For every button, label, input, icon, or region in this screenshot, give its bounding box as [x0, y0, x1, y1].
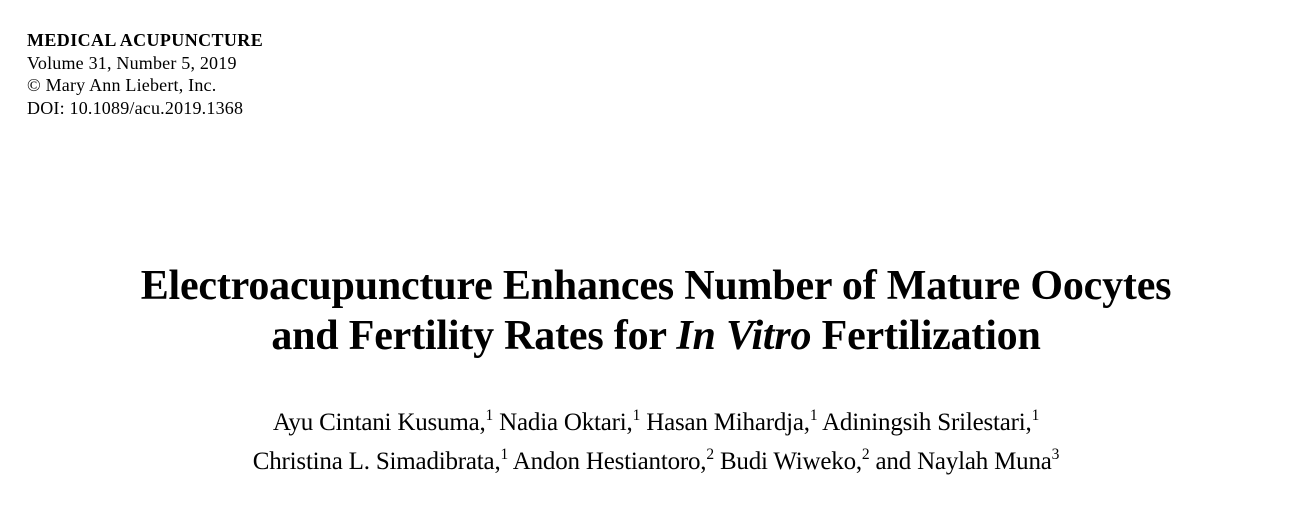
- author-name: Christina L. Simadibrata,: [252, 448, 501, 475]
- journal-volume-line: Volume 31, Number 5, 2019: [27, 52, 237, 73]
- author-affiliation-superscript: 3: [1051, 446, 1060, 464]
- authors-block: Ayu Cintani Kusuma,1 Nadia Oktari,1 Hasa…: [0, 403, 1312, 481]
- paper-title: Electroacupuncture Enhances Number of Ma…: [0, 261, 1312, 361]
- author-affiliation-superscript: 1: [632, 407, 641, 425]
- journal-header-block: MEDICAL ACUPUNCTURE Volume 31, Number 5,…: [27, 29, 263, 119]
- author-affiliation-superscript: 2: [706, 446, 714, 464]
- paper-title-line2-pre: and Fertility Rates for: [271, 313, 677, 360]
- author-affiliation-superscript: 1: [485, 407, 494, 425]
- authors-line1: Ayu Cintani Kusuma,1 Nadia Oktari,1 Hasa…: [0, 403, 1312, 442]
- author-name: Ayu Cintani Kusuma,: [272, 409, 486, 436]
- paper-title-line1: Electroacupuncture Enhances Number of Ma…: [140, 263, 1172, 310]
- journal-doi-line: DOI: 10.1089/acu.2019.1368: [27, 97, 244, 118]
- author-name: and Naylah Muna: [869, 448, 1052, 475]
- author-affiliation-superscript: 2: [861, 446, 870, 464]
- author-affiliation-superscript: 1: [809, 407, 818, 425]
- author-name: Nadia Oktari,: [493, 409, 633, 436]
- author-affiliation-superscript: 1: [500, 446, 509, 464]
- paper-title-line2-post: Fertilization: [811, 313, 1041, 360]
- journal-copyright-line: © Mary Ann Liebert, Inc.: [27, 75, 217, 95]
- author-name: Hasan Mihardja,: [640, 409, 810, 436]
- author-name: Budi Wiweko,: [713, 448, 862, 475]
- authors-line2: Christina L. Simadibrata,1 Andon Hestian…: [0, 442, 1312, 481]
- author-name: Andon Hestiantoro,: [508, 448, 707, 475]
- author-affiliation-superscript: 1: [1031, 407, 1040, 425]
- journal-name: MEDICAL ACUPUNCTURE: [27, 30, 264, 50]
- paper-title-line2-italic: In Vitro: [676, 313, 812, 360]
- author-name: Adiningsih Srilestari,: [817, 409, 1032, 436]
